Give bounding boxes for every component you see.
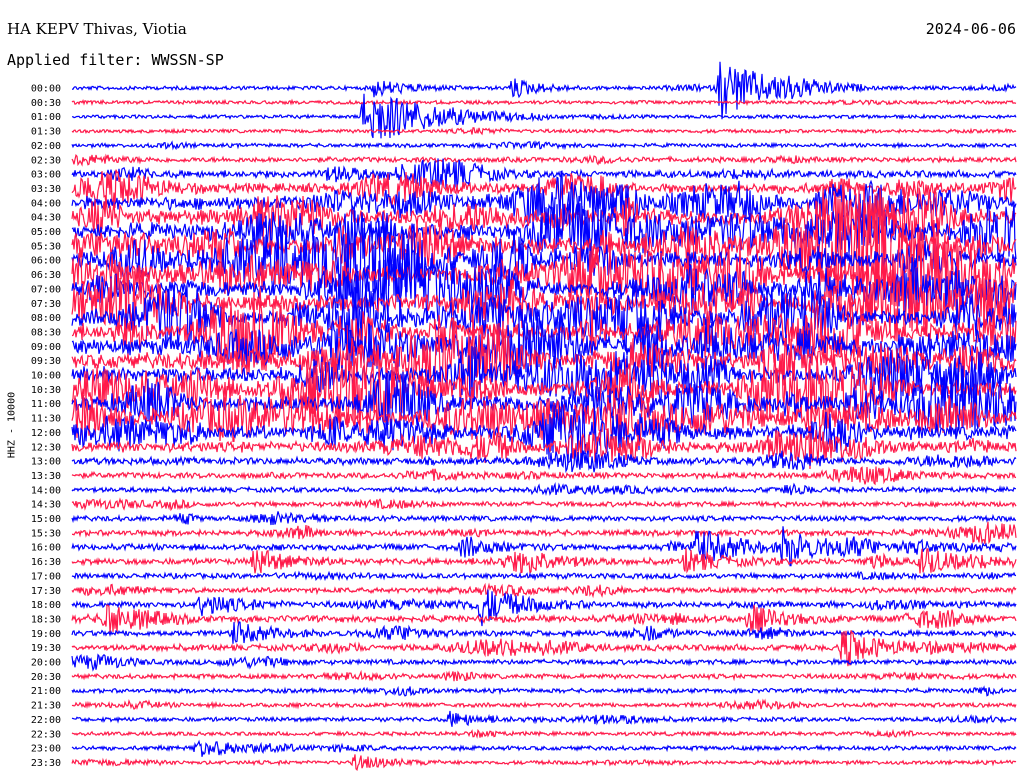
tick-label: 08:00	[31, 313, 61, 324]
tick-label: 16:00	[31, 543, 61, 554]
tick-label: 10:00	[31, 371, 61, 382]
tick-label: 13:30	[31, 471, 61, 482]
trace-line	[71, 570, 1017, 582]
trace-line	[71, 621, 1017, 644]
trace-line	[71, 754, 1017, 771]
tick-label: 17:00	[31, 571, 61, 582]
trace-line	[71, 287, 1017, 376]
trace-line	[71, 210, 1017, 309]
tick-label: 19:30	[31, 643, 61, 654]
tick-label: 12:00	[31, 428, 61, 439]
tick-label: 04:30	[31, 213, 61, 224]
trace-line	[71, 93, 1017, 139]
tick-label: 07:00	[31, 284, 61, 295]
trace-line	[71, 582, 1017, 599]
tick-label: 05:00	[31, 227, 61, 238]
tick-label: 03:00	[31, 170, 61, 181]
trace-line	[71, 685, 1017, 697]
tick-label: 22:30	[31, 729, 61, 740]
tick-label: 10:30	[31, 385, 61, 396]
trace-line	[71, 314, 1017, 404]
trace-line	[71, 669, 1017, 682]
trace-line	[71, 521, 1017, 545]
tick-label: 01:00	[31, 112, 61, 123]
tick-label: 22:00	[31, 715, 61, 726]
tick-label: 17:30	[31, 586, 61, 597]
trace-line	[71, 449, 1017, 473]
tick-label: 08:30	[31, 327, 61, 338]
tick-label: 20:00	[31, 658, 61, 669]
trace-line	[71, 630, 1017, 667]
trace-line	[71, 127, 1017, 136]
trace-line	[71, 265, 1017, 342]
tick-label: 00:30	[31, 98, 61, 109]
tick-label: 23:30	[31, 758, 61, 769]
tick-label: 11:30	[31, 414, 61, 425]
tick-label: 14:30	[31, 500, 61, 511]
tick-label: 01:30	[31, 127, 61, 138]
record-date: 2024-06-06	[925, 20, 1016, 38]
tick-label: 02:30	[31, 155, 61, 166]
trace-line	[71, 345, 1017, 407]
tick-label: 15:00	[31, 514, 61, 525]
tick-label: 06:30	[31, 270, 61, 281]
station-title: HA KEPV Thivas, Viotia	[7, 20, 187, 38]
tick-label: 13:00	[31, 457, 61, 468]
tick-label: 04:00	[31, 198, 61, 209]
tick-label: 18:30	[31, 614, 61, 625]
tick-label: 21:30	[31, 701, 61, 712]
trace-line	[71, 466, 1017, 486]
trace-line	[71, 653, 1017, 672]
trace-line	[71, 427, 1017, 470]
trace-line	[71, 158, 1017, 189]
trace-line	[71, 482, 1016, 496]
filter-label: Applied filter: WWSSN-SP	[7, 51, 224, 69]
tick-label: 23:00	[31, 744, 61, 755]
trace-line	[71, 400, 1017, 465]
tick-label: 02:00	[31, 141, 61, 152]
trace-line	[71, 153, 1017, 167]
trace-line	[71, 589, 1017, 627]
trace-line	[71, 346, 1017, 435]
tick-label: 12:30	[31, 442, 61, 453]
trace-line	[71, 393, 1017, 443]
tick-label: 03:30	[31, 184, 61, 195]
trace-line	[71, 61, 1017, 120]
tick-label: 21:00	[31, 686, 61, 697]
trace-line	[71, 526, 1017, 567]
tick-label: 19:00	[31, 629, 61, 640]
trace-line	[71, 548, 1017, 575]
tick-label: 20:30	[31, 672, 61, 683]
trace-line	[71, 243, 1017, 324]
trace-line	[71, 728, 1017, 739]
tick-label: 18:00	[31, 600, 61, 611]
trace-line	[71, 140, 1017, 151]
tick-label: 14:00	[31, 485, 61, 496]
trace-line	[71, 710, 1017, 727]
trace-line	[71, 497, 1017, 512]
trace-line	[71, 182, 1017, 309]
tick-label: 15:30	[31, 528, 61, 539]
tick-label: 07:30	[31, 299, 61, 310]
trace-line	[71, 511, 1017, 526]
tick-label: 16:30	[31, 557, 61, 568]
tick-label: 11:00	[31, 399, 61, 410]
tick-label: 05:30	[31, 241, 61, 252]
tick-label: 00:00	[31, 84, 61, 95]
trace-line	[71, 604, 1017, 634]
tick-label: 06:00	[31, 256, 61, 267]
tick-label: 09:30	[31, 356, 61, 367]
tick-label: 09:00	[31, 342, 61, 353]
trace-line	[71, 98, 1017, 107]
trace-line	[71, 739, 1017, 757]
trace-line	[71, 218, 1017, 332]
trace-line	[71, 698, 1017, 711]
